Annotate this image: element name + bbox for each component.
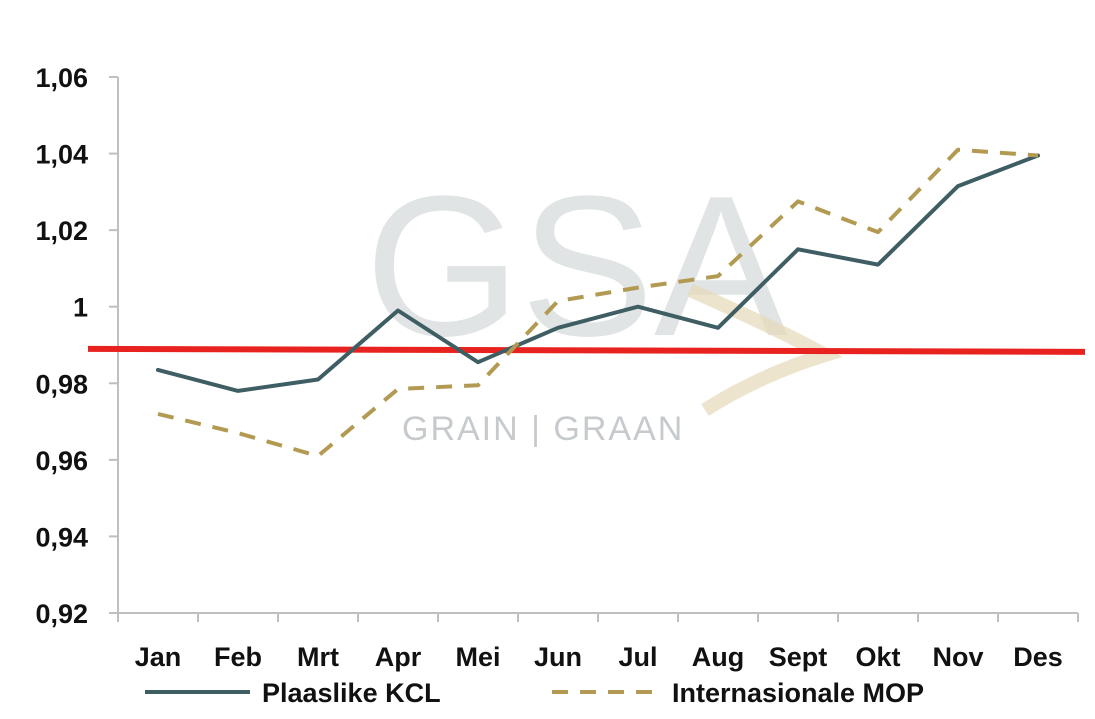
legend-label-2: Internasionale MOP [672, 678, 924, 708]
x-tick-label: Mei [455, 642, 500, 672]
watermark-text: GRAIN | GRAAN [402, 410, 684, 448]
y-tick-label: 0,98 [35, 369, 88, 399]
y-tick-label: 0,94 [35, 522, 88, 552]
gsa-watermark-logo: GSA GRAIN | GRAAN [365, 155, 843, 448]
watermark-letters: GSA [365, 155, 788, 378]
y-tick-label: 1,06 [35, 63, 88, 93]
x-tick-label: Nov [932, 642, 983, 672]
y-tick-label: 0,92 [35, 599, 88, 629]
x-tick-label: Aug [692, 642, 744, 672]
series-line-2 [157, 147, 1039, 458]
y-tick-label: 1,02 [35, 216, 88, 246]
x-tick-label: Feb [214, 642, 262, 672]
x-tick-label: Jun [534, 642, 582, 672]
x-tick-label: Jan [135, 642, 182, 672]
reference-line [87, 345, 1086, 355]
x-tick-label: Mrt [297, 642, 339, 672]
y-tick-label: 0,96 [35, 446, 88, 476]
watermark-swoosh [687, 283, 843, 416]
x-tick-label: Jul [618, 642, 657, 672]
series-line-1 [156, 153, 1040, 393]
x-tick-label: Des [1013, 642, 1063, 672]
y-tick-label: 1,04 [35, 140, 88, 170]
legend-label-1: Plaaslike KCL [262, 678, 441, 708]
y-tick-label: 1 [73, 293, 88, 323]
x-tick-label: Okt [855, 642, 900, 672]
x-tick-label: Sept [769, 642, 828, 672]
x-tick-label: Apr [375, 642, 422, 672]
